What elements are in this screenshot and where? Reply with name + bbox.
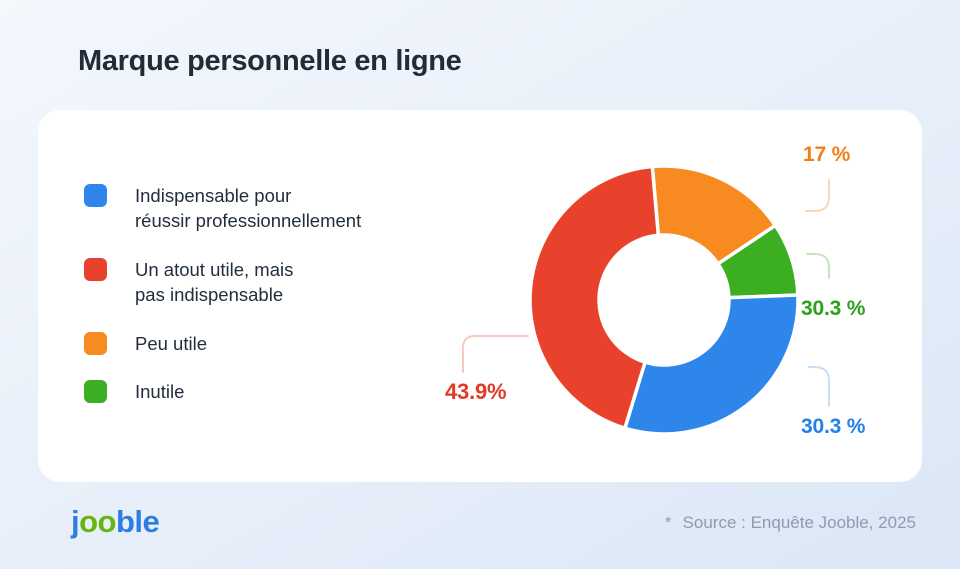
- footnote-marker: *: [664, 513, 672, 532]
- legend-item: Inutile: [84, 379, 184, 404]
- footnote-text: Source : Enquête Jooble, 2025: [682, 513, 916, 532]
- jooble-logo: jooble: [71, 504, 160, 540]
- value-label-green: 30.3 %: [801, 297, 866, 320]
- legend-label: Inutile: [135, 381, 185, 402]
- logo-part: j: [71, 504, 80, 539]
- source-footnote: * Source : Enquête Jooble, 2025: [665, 513, 916, 533]
- legend-label: Indispensable pour réussir professionnel…: [135, 185, 362, 231]
- legend-swatch-orange: [84, 332, 107, 355]
- legend-swatch-green: [84, 380, 107, 403]
- legend-label: Un atout utile, mais pas indispensable: [135, 259, 294, 305]
- logo-part: ble: [116, 504, 160, 539]
- donut-segment-1: [528, 164, 661, 430]
- logo-part: oo: [79, 504, 116, 539]
- value-label-blue: 30.3 %: [801, 415, 866, 438]
- donut-chart: [514, 150, 814, 450]
- value-label-red: 43.9%: [445, 379, 507, 404]
- legend-item: Un atout utile, mais pas indispensable: [84, 257, 293, 307]
- page-title: Marque personnelle en ligne: [78, 45, 462, 77]
- legend-item: Indispensable pour réussir professionnel…: [84, 183, 361, 233]
- value-label-orange: 17 %: [803, 143, 851, 166]
- donut-segment-0: [623, 293, 800, 436]
- legend-item: Peu utile: [84, 331, 207, 356]
- legend-swatch-red: [84, 258, 107, 281]
- legend-label: Peu utile: [135, 333, 207, 354]
- donut-svg: [528, 164, 800, 436]
- legend-swatch-blue: [84, 184, 107, 207]
